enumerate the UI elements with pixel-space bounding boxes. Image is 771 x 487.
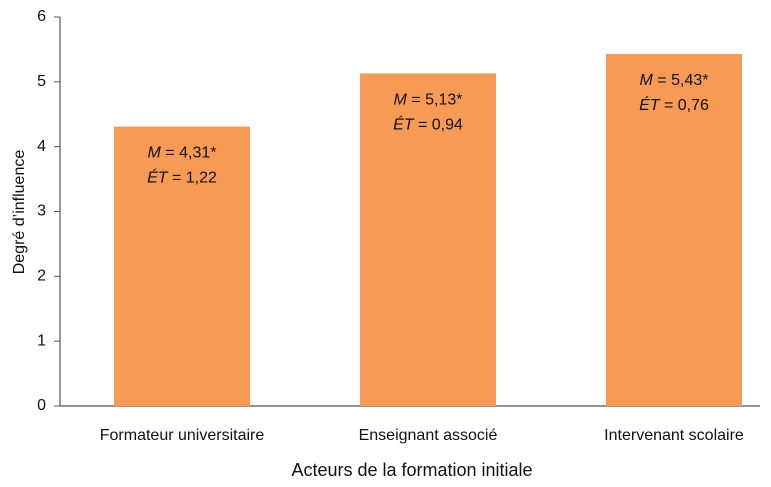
bar	[114, 126, 250, 407]
value-label: M = 4,31*	[148, 145, 217, 162]
sd-label: ÉT = 0,76	[639, 95, 709, 114]
y-tick-label: 0	[37, 397, 46, 414]
x-tick-label: Enseignant associé	[359, 427, 498, 444]
sd-label: ÉT = 1,22	[147, 168, 217, 187]
bar	[606, 53, 742, 406]
y-tick-label: 4	[37, 138, 46, 155]
x-tick-label: Formateur universitaire	[100, 427, 265, 444]
x-tick-label: Intervenant scolaire	[604, 427, 744, 444]
bar	[360, 73, 496, 406]
y-tick-label: 6	[37, 8, 46, 25]
y-tick-label: 5	[37, 73, 46, 90]
y-tick-label: 2	[37, 268, 46, 285]
y-tick-label: 3	[37, 203, 46, 220]
value-label: M = 5,13*	[394, 92, 463, 109]
value-label: M = 5,43*	[640, 72, 709, 89]
y-tick-label: 1	[37, 332, 46, 349]
sd-label: ÉT = 0,94	[393, 115, 463, 134]
y-axis-title: Degré d’influence	[11, 150, 28, 275]
x-axis-title: Acteurs de la formation initiale	[291, 460, 532, 480]
